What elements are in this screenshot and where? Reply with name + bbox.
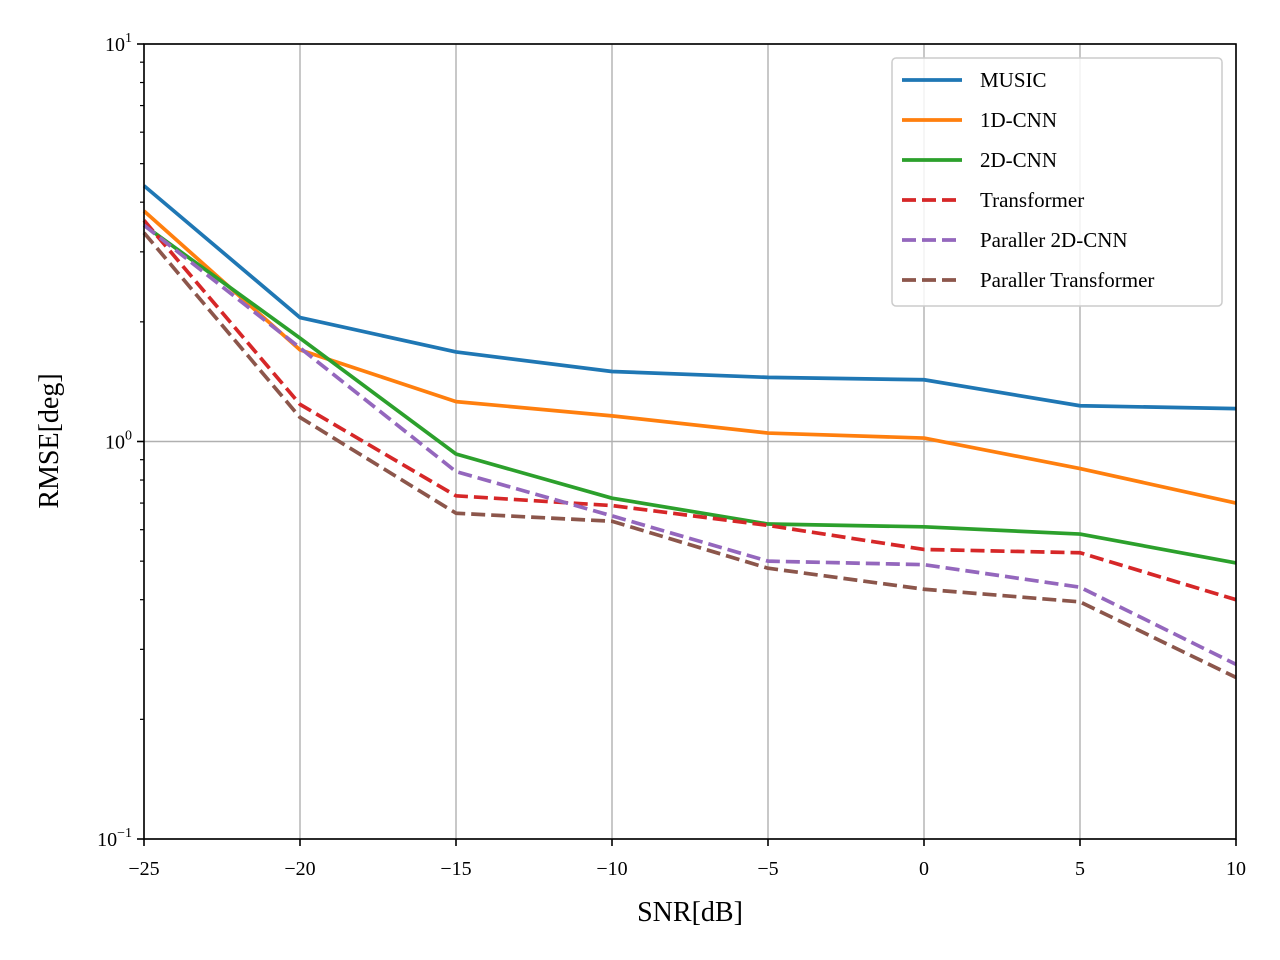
legend-label-2d-cnn: 2D-CNN: [980, 148, 1057, 172]
x-tick-label: −15: [440, 858, 471, 880]
x-axis-label: SNR[dB]: [637, 897, 743, 928]
legend-label-paraller-2d-cnn: Paraller 2D-CNN: [980, 228, 1128, 252]
legend-label-music: MUSIC: [980, 68, 1047, 92]
y-tick-label: 100: [105, 429, 132, 454]
legend-frame: [891, 57, 1223, 307]
legend-label-paraller-transformer: Paraller Transformer: [980, 268, 1154, 292]
y-tick-label: 10−1: [97, 826, 132, 851]
legend: MUSIC 1D-CNN 2D-CNN Transformer Paraller 2D-…: [891, 57, 1223, 307]
series-line-music: [142, 184, 1237, 411]
x-tick-label: 5: [1075, 858, 1085, 880]
axis-ticks: −25 −20 −15 −10 −5 0 5 10 10−1 100 101: [97, 31, 1246, 880]
series-line-2d-cnn: [142, 223, 1237, 565]
x-tick-label: −25: [128, 858, 159, 880]
x-tick-label: −20: [284, 858, 315, 880]
y-tick-label: 101: [105, 31, 132, 56]
legend-label-transformer: Transformer: [980, 188, 1084, 212]
y-axis-label: RMSE[deg]: [34, 373, 65, 508]
series-line-paraller-transformer: [142, 231, 1237, 680]
x-tick-label: −5: [757, 858, 778, 880]
x-tick-label: 10: [1226, 858, 1246, 880]
series-line-transformer: [142, 219, 1237, 602]
series-lines: [142, 184, 1237, 680]
x-tick-label: 0: [919, 858, 929, 880]
legend-label-1d-cnn: 1D-CNN: [980, 108, 1057, 132]
x-tick-label: −10: [596, 858, 627, 880]
series-line-paraller-2d-cnn: [142, 223, 1237, 667]
legend-entries: MUSIC 1D-CNN 2D-CNN Transformer Paraller 2D-…: [902, 68, 1154, 292]
